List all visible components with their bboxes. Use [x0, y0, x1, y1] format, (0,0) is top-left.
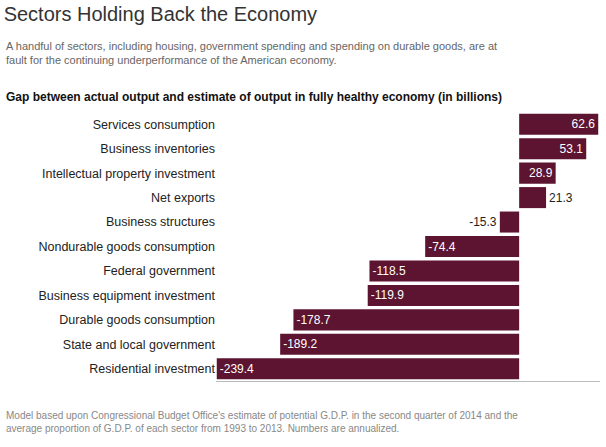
svg-text:21.3: 21.3: [549, 191, 573, 205]
svg-text:-119.9: -119.9: [371, 288, 404, 302]
svg-text:Model based upon Congressional: Model based upon Congressional Budget Of…: [6, 410, 518, 434]
svg-text:Net exports: Net exports: [151, 191, 215, 205]
svg-text:Nondurable goods consumption: Nondurable goods consumption: [38, 240, 215, 254]
svg-text:Business structures: Business structures: [106, 215, 215, 229]
svg-text:-189.2: -189.2: [283, 337, 317, 351]
svg-text:Gap between actual output and: Gap between actual output and estimate o…: [6, 90, 502, 104]
svg-text:-178.7: -178.7: [296, 313, 330, 327]
svg-text:Intellectual property investme: Intellectual property investment: [42, 167, 216, 181]
svg-text:Business equipment investment: Business equipment investment: [39, 289, 216, 303]
svg-text:State and local government: State and local government: [63, 338, 216, 352]
svg-text:-239.4: -239.4: [220, 362, 254, 376]
svg-text:28.9: 28.9: [529, 166, 553, 180]
svg-text:Residential investment: Residential investment: [89, 362, 215, 376]
svg-text:Business inventories: Business inventories: [100, 142, 215, 156]
svg-text:Federal government: Federal government: [103, 264, 215, 278]
svg-text:Sectors Holding Back the Econo: Sectors Holding Back the Economy: [4, 3, 318, 25]
svg-text:62.6: 62.6: [572, 117, 596, 131]
svg-text:53.1: 53.1: [560, 142, 584, 156]
svg-text:-15.3: -15.3: [469, 215, 497, 229]
svg-text:Durable goods consumption: Durable goods consumption: [59, 313, 215, 327]
svg-text:Services consumption: Services consumption: [93, 118, 215, 132]
svg-text:-118.5: -118.5: [372, 264, 405, 278]
svg-text:-74.4: -74.4: [428, 240, 456, 254]
svg-text:A handful of sectors, includin: A handful of sectors, including housing,…: [6, 40, 497, 66]
